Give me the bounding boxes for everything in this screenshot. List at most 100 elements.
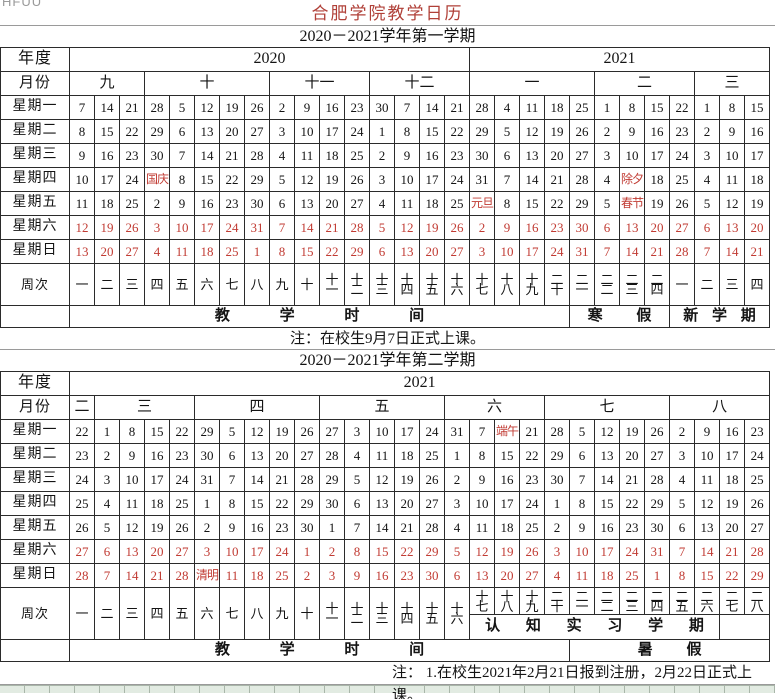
date-cell: 23 [219,191,245,216]
date-cell: 16 [519,215,545,240]
period-cell: 寒 假 [569,305,670,328]
date-cell: 25 [419,443,445,468]
weekday-label: 星期四 [0,167,70,192]
date-cell: 19 [494,539,520,564]
date-cell: 15 [694,563,720,588]
date-cell: 16 [319,95,345,120]
date-cell: 2 [669,419,695,444]
date-cell: 8 [494,191,520,216]
date-cell: 6 [444,563,470,588]
date-cell: 26 [69,515,95,540]
date-cell: 10 [369,419,395,444]
date-cell: 18 [394,443,420,468]
row-tuesday: 星期二 8 15 22 29 6 13 20 27 3 10 17 24 1 8 15 22 29 5 12 19 26 2… [0,119,770,144]
week-cell: 十二 [344,587,370,640]
date-cell: 7 [594,239,620,264]
date-cell: 9 [394,143,420,168]
date-cell: 10 [294,119,320,144]
date-cell: 4 [144,239,170,264]
date-cell: 12 [469,539,495,564]
date-cell: 29 [294,491,320,516]
date-cell: 4 [94,491,120,516]
holiday-cell: 清明 [194,563,220,588]
date-cell: 7 [94,563,120,588]
date-cell: 25 [619,563,645,588]
week-cell: 二二 [594,587,620,615]
date-cell: 23 [519,467,545,492]
date-cell: 23 [69,443,95,468]
semester-2-note: 注： 1.在校生2021年2月21日报到注册，2月22日正式上课。 [0,662,775,699]
date-cell: 16 [494,467,520,492]
week-cell: 五 [169,263,195,306]
date-cell: 8 [469,443,495,468]
date-cell: 25 [69,491,95,516]
date-cell: 13 [394,239,420,264]
date-cell: 25 [444,191,470,216]
week-cell: 九 [269,587,295,640]
date-cell: 9 [469,467,495,492]
date-cell: 2 [194,515,220,540]
date-cell: 11 [119,491,145,516]
date-cell: 28 [344,215,370,240]
date-cell: 7 [219,467,245,492]
date-cell: 7 [394,95,420,120]
date-cell: 27 [743,515,771,540]
weekday-label: 星期五 [0,191,70,216]
month-cell: 三 [94,395,195,420]
date-cell: 5 [669,491,695,516]
date-cell: 10 [569,539,595,564]
week-cell: 七 [219,587,245,640]
date-cell: 10 [119,467,145,492]
month-label: 月份 [0,71,70,96]
date-cell: 27 [419,491,445,516]
row-thursday: 星期四 10 17 24 国庆 8 15 22 29 5 12 19 26 3 10 17 24 31 7 14 21 2… [0,167,770,192]
date-cell: 3 [344,419,370,444]
date-cell: 28 [244,143,270,168]
date-cell: 21 [269,467,295,492]
date-cell: 2 [444,467,470,492]
date-cell: 30 [244,191,270,216]
date-cell: 16 [194,191,220,216]
date-cell: 3 [469,239,495,264]
date-cell: 22 [669,95,695,120]
month-cell: 四 [194,395,320,420]
week-cell: 二 [694,263,720,306]
weekday-label: 星期五 [0,515,70,540]
week-number-row: 周次一二三四五六七八九十十一十二十三十四十五十六十七十八十九二十二一二二二三二四… [0,263,770,306]
date-cell: 12 [519,119,545,144]
week-cell: 九 [269,263,295,306]
date-cell: 2 [144,191,170,216]
date-cell: 15 [94,119,120,144]
week-cell: 二 [94,587,120,640]
date-cell: 11 [394,191,420,216]
date-cell: 9 [719,119,745,144]
semester-1-subtitle: 2020－2021学年第一学期 [299,28,476,45]
week-cell: 二三 [619,587,645,615]
date-cell: 12 [719,191,745,216]
week-cell: 四 [744,263,770,306]
year-row: 年度 2021 [0,371,771,396]
week-cell: 二一 [569,587,595,615]
date-cell: 10 [69,167,95,192]
week-cell: 十七 [469,263,495,306]
week-cell: 二 [94,263,120,306]
week-cell: 十八 [494,587,520,615]
date-cell: 15 [594,491,620,516]
date-cell: 13 [294,191,320,216]
date-cell: 13 [369,491,395,516]
date-cell: 13 [694,515,720,540]
date-cell: 1 [644,563,670,588]
date-cell: 27 [519,563,545,588]
date-cell: 14 [694,539,720,564]
date-cell: 22 [219,167,245,192]
date-cell: 7 [69,95,95,120]
week-cell: 五 [169,587,195,640]
row-monday: 星期一 22 1 8 15 22 29 5 12 19 26 27 3 10 17 24 31 7 端午 21 28 5 1… [0,419,771,444]
date-cell: 24 [219,215,245,240]
date-cell: 7 [469,419,495,444]
date-cell: 21 [619,467,645,492]
date-cell: 24 [69,467,95,492]
date-cell: 3 [444,491,470,516]
date-cell: 29 [644,491,670,516]
date-cell: 23 [394,563,420,588]
